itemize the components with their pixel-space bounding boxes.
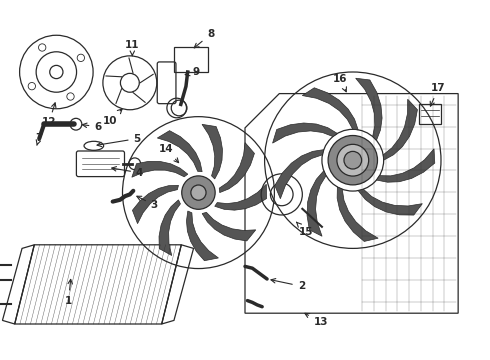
Polygon shape [219,143,254,193]
Polygon shape [275,150,324,199]
Polygon shape [202,124,222,179]
Text: 15: 15 [296,222,314,237]
Circle shape [191,185,206,200]
Polygon shape [187,211,219,261]
Text: 16: 16 [333,74,348,92]
Text: 1: 1 [65,279,73,306]
Circle shape [182,176,215,209]
Polygon shape [272,123,337,143]
Text: 14: 14 [159,144,178,163]
Polygon shape [302,88,358,130]
Polygon shape [132,185,178,224]
Text: 8: 8 [194,29,214,48]
Text: 3: 3 [137,196,158,210]
Circle shape [337,144,368,176]
Text: 17: 17 [430,83,446,106]
Text: 4: 4 [112,167,144,178]
Polygon shape [202,212,256,241]
Polygon shape [157,131,202,172]
Text: 13: 13 [305,313,328,327]
Polygon shape [383,99,417,160]
Text: 12: 12 [42,103,56,127]
Circle shape [344,151,362,169]
Polygon shape [376,149,435,182]
Text: 9: 9 [185,67,199,77]
Text: 6: 6 [82,122,101,132]
Polygon shape [356,78,382,140]
Text: 10: 10 [103,109,122,126]
Polygon shape [159,200,180,256]
Polygon shape [358,189,422,215]
Bar [419,104,441,124]
Circle shape [328,135,377,185]
Polygon shape [307,171,326,236]
Polygon shape [337,187,378,242]
Polygon shape [132,161,188,177]
Text: 7: 7 [35,132,43,145]
Bar [174,47,208,72]
Text: 11: 11 [125,40,140,56]
Text: 5: 5 [97,134,141,147]
Polygon shape [215,184,267,210]
Text: 2: 2 [271,279,305,291]
